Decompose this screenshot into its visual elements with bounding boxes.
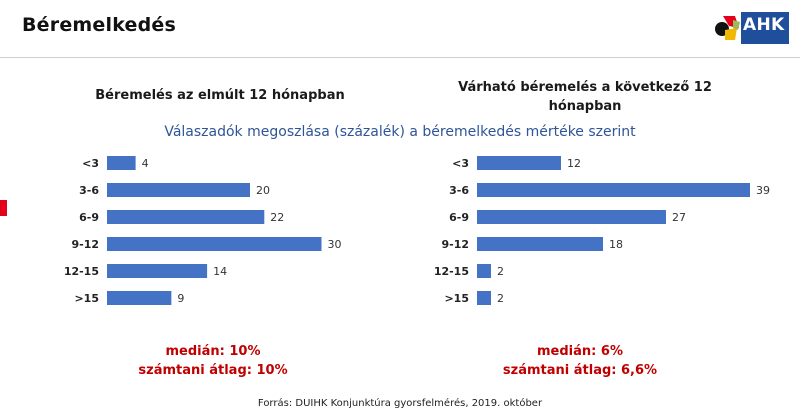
right-bar (477, 210, 666, 224)
right-data-label: 18 (609, 238, 623, 251)
right-data-label: 27 (672, 211, 686, 224)
left-bar (107, 264, 208, 278)
left-category-label: 9-12 (71, 238, 99, 251)
right-category-label: 12-15 (434, 265, 469, 278)
right-category-label: 9-12 (441, 238, 469, 251)
source-note: Forrás: DUIHK Konjunktúra gyorsfelmérés,… (257, 398, 543, 409)
left-bar (107, 291, 172, 305)
left-data-label: 9 (177, 292, 184, 305)
left-bar (107, 237, 322, 251)
left-data-label: 20 (256, 184, 270, 197)
logo-text: AHK (743, 15, 785, 35)
page-title: Béremelkedés (22, 14, 177, 36)
left-mean: számtani átlag: 10% (138, 363, 288, 378)
left-bar (107, 183, 250, 197)
left-median: medián: 10% (165, 344, 261, 359)
left-data-label: 30 (328, 238, 342, 251)
left-category-label: >15 (74, 292, 99, 305)
chart-subtitle: Válaszadók megoszlása (százalék) a bérem… (164, 124, 636, 140)
right-category-label: >15 (444, 292, 469, 305)
right-bar (477, 237, 603, 251)
left-bar (107, 156, 136, 170)
left-data-label: 22 (270, 211, 284, 224)
right-data-label: 2 (497, 292, 504, 305)
left-category-label: 3-6 (79, 184, 99, 197)
ahk-logo-mark (713, 12, 789, 44)
accent-marker (0, 200, 7, 216)
right-median: medián: 6% (537, 344, 623, 359)
right-category-label: 3-6 (449, 184, 469, 197)
ahk-logo: AHK (713, 12, 789, 44)
right-data-label: 2 (497, 265, 504, 278)
right-bar (477, 183, 750, 197)
left-chart-title: Béremelés az elmúlt 12 hónapban (95, 88, 345, 103)
right-data-label: 39 (756, 184, 770, 197)
right-data-label: 12 (567, 157, 581, 170)
right-bar-chart: <3 12 3-6 39 6-9 27 9-12 18 12-15 2 >15 2 (434, 156, 770, 305)
left-bar-chart: <3 4 3-6 20 6-9 22 9-12 30 12-15 14 >15 9 (64, 156, 342, 305)
right-category-label: <3 (452, 157, 469, 170)
right-category-label: 6-9 (449, 211, 469, 224)
left-category-label: <3 (82, 157, 99, 170)
title-divider (0, 57, 800, 58)
left-data-label: 4 (142, 157, 149, 170)
right-bar (477, 264, 491, 278)
right-bar (477, 291, 491, 305)
right-mean: számtani átlag: 6,6% (502, 363, 658, 378)
right-bar (477, 156, 561, 170)
left-data-label: 14 (213, 265, 227, 278)
left-bar (107, 210, 265, 224)
left-category-label: 6-9 (79, 211, 99, 224)
right-chart-title: Várható béremelés a következő 12 hónapba… (458, 80, 712, 114)
left-category-label: 12-15 (64, 265, 99, 278)
